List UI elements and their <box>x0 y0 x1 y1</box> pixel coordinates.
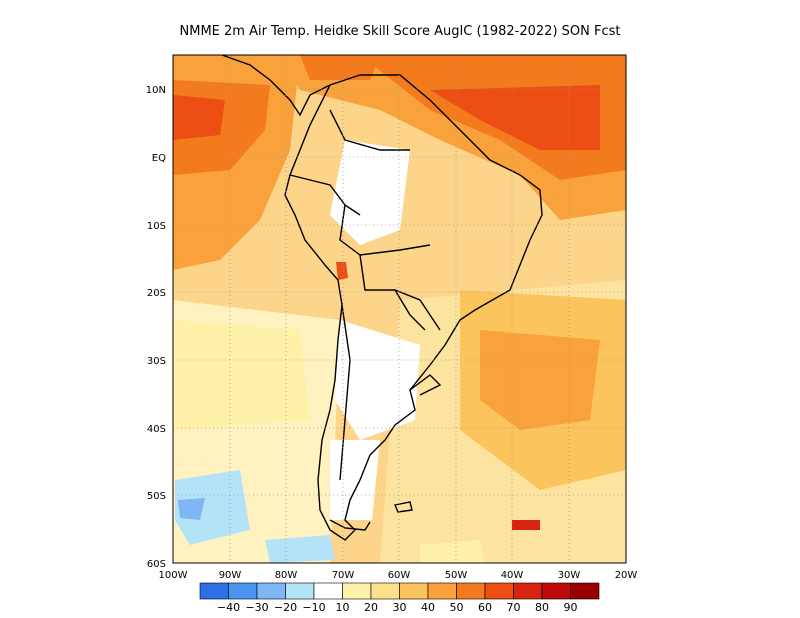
colorbar-swatch <box>513 582 543 600</box>
colorbar-label: 30 <box>393 601 407 614</box>
lon-tick-label: 40W <box>501 570 524 581</box>
map-frame <box>172 54 627 564</box>
lon-tick-label: 20W <box>615 570 638 581</box>
lon-tick-label: 30W <box>558 570 581 581</box>
colorbar-swatch <box>399 582 429 600</box>
lon-tick-label: 80W <box>275 570 298 581</box>
lat-tick-label: 10N <box>146 85 166 96</box>
lat-tick-label: 20S <box>147 288 166 299</box>
colorbar-label: −20 <box>274 601 297 614</box>
lon-tick-label: 60W <box>388 570 411 581</box>
colorbar-swatch <box>256 582 286 600</box>
colorbar-swatch <box>427 582 457 600</box>
lat-tick-label: 30S <box>147 356 166 367</box>
colorbar-swatch <box>370 582 400 600</box>
colorbar-label: 80 <box>535 601 549 614</box>
latitude-axis: 10N EQ 10S 20S 30S 40S 50S 60S <box>146 85 166 570</box>
lat-tick-label: EQ <box>152 153 166 164</box>
colorbar-swatch <box>342 582 372 600</box>
colorbar-label: 20 <box>364 601 378 614</box>
colorbar-swatch <box>484 582 514 600</box>
map-plot-area <box>173 55 626 563</box>
colorbar-swatch <box>199 582 229 600</box>
colorbar-label: 90 <box>564 601 578 614</box>
coastline-outlines <box>221 55 543 541</box>
lat-tick-label: 60S <box>147 559 166 570</box>
colorbar-label: 50 <box>450 601 464 614</box>
lat-tick-label: 10S <box>147 221 166 232</box>
colorbar: −40 −30 −20 −10 10 20 30 40 50 60 70 80 90 <box>199 582 600 614</box>
map-title: NMME 2m Air Temp. Heidke Skill Score Aug… <box>180 24 621 39</box>
colorbar-swatch <box>285 582 315 600</box>
map-gridlines <box>173 55 626 563</box>
colorbar-label: −40 <box>217 601 240 614</box>
colorbar-label: 60 <box>478 601 492 614</box>
lat-tick-label: 50S <box>147 491 166 502</box>
lon-tick-label: 50W <box>445 570 468 581</box>
lon-tick-label: 70W <box>332 570 355 581</box>
colorbar-label: 70 <box>507 601 521 614</box>
lon-tick-label: 100W <box>159 570 188 581</box>
colorbar-label: 10 <box>336 601 350 614</box>
lon-tick-label: 90W <box>219 570 242 581</box>
colorbar-swatch <box>570 582 600 600</box>
longitude-axis: 100W 90W 80W 70W 60W 50W 40W 30W 20W <box>159 570 638 581</box>
colorbar-label: −30 <box>245 601 268 614</box>
colorbar-swatch <box>456 582 486 600</box>
colorbar-label: 40 <box>421 601 435 614</box>
colorbar-swatch <box>313 582 343 600</box>
colorbar-swatch <box>228 582 258 600</box>
lat-tick-label: 40S <box>147 424 166 435</box>
colorbar-label: −10 <box>302 601 325 614</box>
colorbar-swatch <box>541 582 571 600</box>
